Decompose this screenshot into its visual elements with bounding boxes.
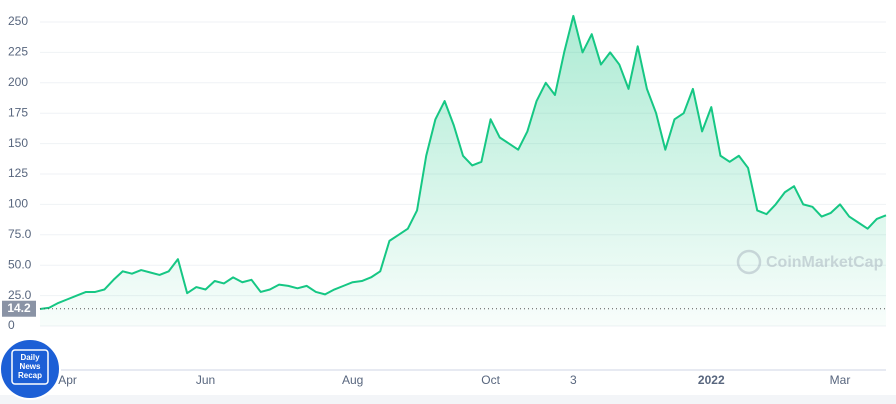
price-line (39, 14, 887, 310)
y-tick-label: 125 (8, 166, 28, 180)
y-tick-label: 225 (8, 45, 28, 59)
y-tick-label: 50.0 (8, 257, 32, 271)
x-tick-label: 3 (570, 373, 577, 387)
logo-text: News (20, 362, 41, 371)
y-tick-label: 0 (8, 318, 15, 332)
y-tick-label: 200 (8, 75, 28, 89)
y-tick-label: 175 (8, 105, 28, 119)
logo-text: Recap (18, 371, 42, 380)
y-tick-label: 250 (8, 14, 28, 28)
reference-badge (2, 300, 36, 317)
x-tick-label: Aug (342, 373, 363, 387)
y-tick-label: 100 (8, 197, 28, 211)
logo-text: Daily (20, 353, 40, 362)
x-tick-label: Apr (58, 373, 77, 387)
watermark: CoinMarketCap (736, 249, 884, 275)
logo-inner (11, 349, 49, 385)
y-tick-label: 150 (8, 136, 28, 150)
y-tick-label: 75.0 (8, 227, 32, 241)
x-tick-label: 2022 (698, 373, 725, 387)
watermark-text: CoinMarketCap (766, 254, 884, 271)
y-tick-label: 25.0 (8, 288, 32, 302)
x-tick-label: Mar (830, 373, 851, 387)
scroll-strip (0, 395, 896, 404)
x-tick-label: Oct (481, 373, 500, 387)
reference-label: 14.2 (7, 301, 31, 315)
watermark-icon (736, 249, 762, 275)
x-tick-label: Jun (196, 373, 215, 387)
area (40, 15, 886, 326)
